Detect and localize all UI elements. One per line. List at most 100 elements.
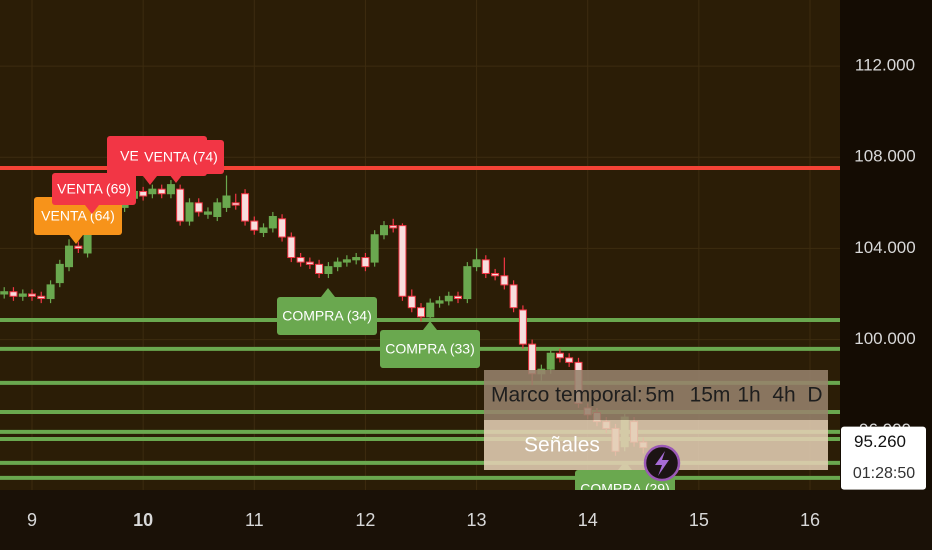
candle-body [241,193,250,222]
signal-label: VENTA (69) [52,173,136,214]
y-tick-label: 104.000 [854,238,915,257]
signal-pointer [69,235,83,244]
signal-text: VENTA (69) [57,181,131,197]
candle-body [379,225,388,236]
candle-body [509,284,518,309]
candle-body [250,220,259,231]
candle-body [426,302,435,318]
candle-body [398,225,407,297]
candle-body [203,211,212,215]
signal-box [138,140,224,174]
signal-pointer [321,288,335,297]
signal-pointer [423,321,437,330]
y-tick-label: 108.000 [854,147,915,166]
signal-pointer [85,205,99,214]
x-tick-label: 10 [133,510,153,530]
candle-body [435,300,444,304]
x-tick-label: 12 [355,510,375,530]
price-tag [841,426,926,490]
candle-body [0,291,9,295]
signal-text: COMPRA (34) [282,308,371,324]
candle-body [268,216,277,229]
candle-body [231,202,240,206]
price-axis-background [840,0,932,490]
candle-body [546,352,555,370]
x-tick-label: 9 [27,510,37,530]
x-tick-label: 13 [467,510,487,530]
signal-pointer [169,174,183,183]
signal-text: VENTA (74) [144,149,218,165]
candle-body [324,266,333,274]
candle-body [157,188,166,195]
candle-body [278,218,287,238]
candle-body [389,225,398,229]
candle-body [305,261,314,265]
signal-box [277,297,377,335]
candle-body [166,184,175,195]
signal-text: VENTA (64) [41,208,115,224]
timeframe-label: Marco temporal: [491,384,643,407]
signal-box [52,173,136,205]
x-tick-label: 11 [245,510,264,530]
candle-body [37,295,46,300]
candle-body [454,295,463,300]
candle-body [185,202,194,222]
candle-body [296,257,305,263]
y-tick-label: 100.000 [854,329,915,348]
candle-body [148,188,157,195]
timeframe-option[interactable]: 5m [645,384,674,407]
candle-body [528,343,537,375]
x-tick-label: 14 [578,510,598,530]
candle-body [352,257,361,261]
candle-body [28,293,37,297]
candle-body [65,245,74,268]
candle-body [222,195,231,208]
candle-body [481,259,490,274]
timeframe-option[interactable]: D [807,384,822,407]
candle-body [139,190,148,197]
candle-body [74,245,83,249]
candle-body [55,263,64,284]
candle-body [213,202,222,218]
timeframe-option[interactable]: 15m [690,384,731,407]
alert-bolt [655,451,669,476]
candle-body [259,227,268,233]
candle-body [361,257,370,268]
signal-label: VENTA (74) [138,140,224,183]
candle-body [472,259,481,268]
candle-body [417,307,426,318]
candle-body [407,295,416,309]
candle-body [463,266,472,300]
signal-box [34,197,122,235]
signals-label: Señales [524,434,600,457]
signal-box [380,330,480,368]
candle-body [287,236,296,259]
candle-body [46,284,55,300]
price-tag-value: 95.260 [854,432,906,451]
candle-body [18,293,27,297]
signal-label: VENTA (64) [34,197,122,244]
time-axis-background [0,490,932,550]
candle-body [444,295,453,302]
signal-pointer [143,176,157,185]
timeframe-option[interactable]: 1h [737,384,760,407]
candle-body [315,263,324,274]
candle-body [370,234,379,263]
timeframe-panel [484,370,828,420]
candle-body [194,202,203,213]
candle-body [342,259,351,263]
candle-body [176,188,185,222]
timeframe-option[interactable]: 4h [772,384,795,407]
x-tick-label: 16 [800,510,820,530]
signal-label: COMPRA (34) [277,288,377,335]
price-tag-countdown: 01:28:50 [853,465,915,482]
signal-text: COMPRA (33) [385,341,474,357]
candle-body [333,261,342,268]
y-tick-label: 112.000 [855,56,915,75]
candle-body [491,272,500,277]
candle-body [565,357,574,363]
signal-label: COMPRA (33) [380,321,480,368]
candle-body [518,309,527,345]
